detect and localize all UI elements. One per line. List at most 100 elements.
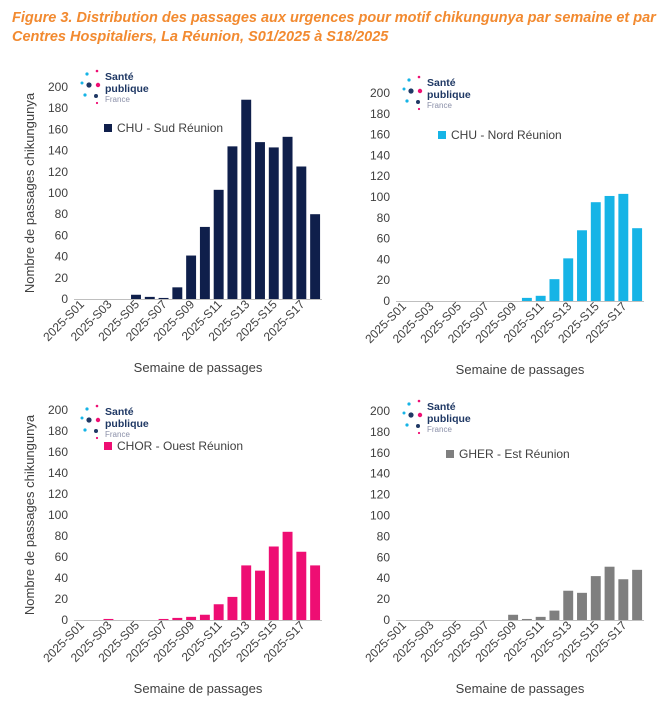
- logo-text-line1: Santé: [427, 77, 456, 89]
- logo-dot: [86, 417, 92, 423]
- y-tick-label: 120: [370, 488, 390, 502]
- x-axis-title: Semaine de passages: [456, 362, 585, 377]
- y-tick-label: 160: [48, 122, 68, 136]
- chart-panel-4: 0204060801001201401601802002025-S012025-…: [362, 399, 644, 696]
- logo-dot: [407, 402, 411, 406]
- y-tick-label: 200: [370, 86, 390, 100]
- logo-text-line2: publique: [105, 83, 149, 95]
- y-tick-label: 0: [61, 613, 68, 627]
- logo-dot: [408, 412, 414, 418]
- logo-text-line1: Santé: [105, 71, 134, 83]
- bar-2025-S10: [199, 614, 210, 620]
- y-tick-label: 60: [55, 228, 69, 242]
- bar-2025-S12: [549, 610, 560, 620]
- bar-2025-S11: [535, 616, 546, 620]
- y-tick-label: 120: [48, 487, 68, 501]
- x-axis-title: Semaine de passages: [134, 360, 263, 375]
- logo-dot: [94, 94, 98, 98]
- logo-dot: [80, 81, 84, 85]
- logo-text-line2: publique: [427, 413, 471, 425]
- bar-2025-S13: [563, 258, 574, 301]
- y-tick-label: 140: [48, 466, 68, 480]
- logo-text-line2: publique: [105, 418, 149, 430]
- bar-2025-S07: [158, 618, 169, 620]
- y-tick-label: 100: [48, 508, 68, 522]
- y-tick-label: 120: [48, 165, 68, 179]
- logo-text-line1: Santé: [427, 401, 456, 413]
- y-tick-label: 40: [377, 252, 391, 266]
- logo-dot: [402, 87, 406, 91]
- legend-label: CHOR - Ouest Réunion: [117, 439, 243, 453]
- y-tick-label: 40: [55, 571, 69, 585]
- y-tick-label: 140: [370, 148, 390, 162]
- bar-2025-S18: [310, 214, 321, 299]
- bar-2025-S11: [535, 295, 546, 301]
- y-tick-label: 100: [370, 509, 390, 523]
- bar-2025-S14: [577, 230, 587, 301]
- logo-dot: [417, 431, 421, 435]
- logo-dot: [405, 423, 409, 427]
- bar-2025-S15: [268, 147, 279, 299]
- logo-dot: [416, 424, 420, 428]
- logo-dot: [417, 412, 423, 418]
- legend-swatch: [104, 442, 112, 450]
- y-tick-label: 80: [377, 211, 391, 225]
- bar-2025-S17: [296, 551, 307, 620]
- bar-2025-S07: [158, 297, 169, 299]
- y-tick-label: 100: [48, 186, 68, 200]
- bar-2025-S16: [604, 195, 615, 301]
- bar-2025-S11: [213, 604, 224, 620]
- logo-dot: [95, 101, 99, 105]
- y-tick-label: 20: [377, 592, 391, 606]
- y-tick-label: 180: [48, 424, 68, 438]
- y-tick-label: 140: [48, 144, 68, 158]
- x-axis-title: Semaine de passages: [456, 681, 585, 696]
- y-tick-label: 120: [370, 169, 390, 183]
- bar-2025-S05: [131, 294, 141, 299]
- y-tick-label: 60: [377, 232, 391, 246]
- logo-dot: [417, 399, 421, 403]
- logo-dot: [417, 88, 423, 94]
- bar-2025-S17: [296, 166, 307, 299]
- logo-text-line3: France: [427, 101, 452, 110]
- legend-label: CHU - Nord Réunion: [451, 128, 562, 142]
- legend-label: CHU - Sud Réunion: [117, 121, 223, 135]
- logo-dot: [95, 436, 99, 440]
- chart-panel-2: 0204060801001201401601802002025-S012025-…: [362, 75, 644, 377]
- bar-2025-S09: [508, 614, 519, 620]
- logo-dot: [416, 100, 420, 104]
- bar-2025-S03: [103, 618, 114, 620]
- logo-dot: [408, 88, 414, 94]
- bar-2025-S09: [186, 616, 197, 620]
- bar-2025-S08: [172, 617, 183, 620]
- legend-swatch: [104, 124, 112, 132]
- bar-2025-S15: [268, 546, 279, 620]
- bar-2025-S15: [590, 202, 601, 301]
- bar-2025-S12: [227, 596, 238, 620]
- bar-2025-S16: [604, 566, 615, 620]
- logo-dot: [86, 82, 92, 88]
- bar-2025-S11: [213, 189, 224, 299]
- y-tick-label: 0: [383, 613, 390, 627]
- y-tick-label: 20: [55, 592, 69, 606]
- y-tick-label: 0: [61, 292, 68, 306]
- logo-text-line1: Santé: [105, 406, 134, 418]
- y-tick-label: 140: [370, 467, 390, 481]
- bar-2025-S12: [227, 146, 238, 299]
- bar-2025-S16: [282, 136, 293, 299]
- logo-dot: [83, 93, 87, 97]
- y-axis-title: Nombre de passages chikungunya: [22, 92, 37, 293]
- bar-2025-S18: [310, 565, 321, 620]
- logo-dot: [80, 416, 84, 420]
- bar-2025-S13: [241, 565, 252, 620]
- y-tick-label: 40: [55, 250, 69, 264]
- y-tick-label: 180: [370, 425, 390, 439]
- bar-2025-S13: [563, 590, 574, 620]
- y-tick-label: 180: [370, 107, 390, 121]
- logo-text-line3: France: [427, 425, 452, 434]
